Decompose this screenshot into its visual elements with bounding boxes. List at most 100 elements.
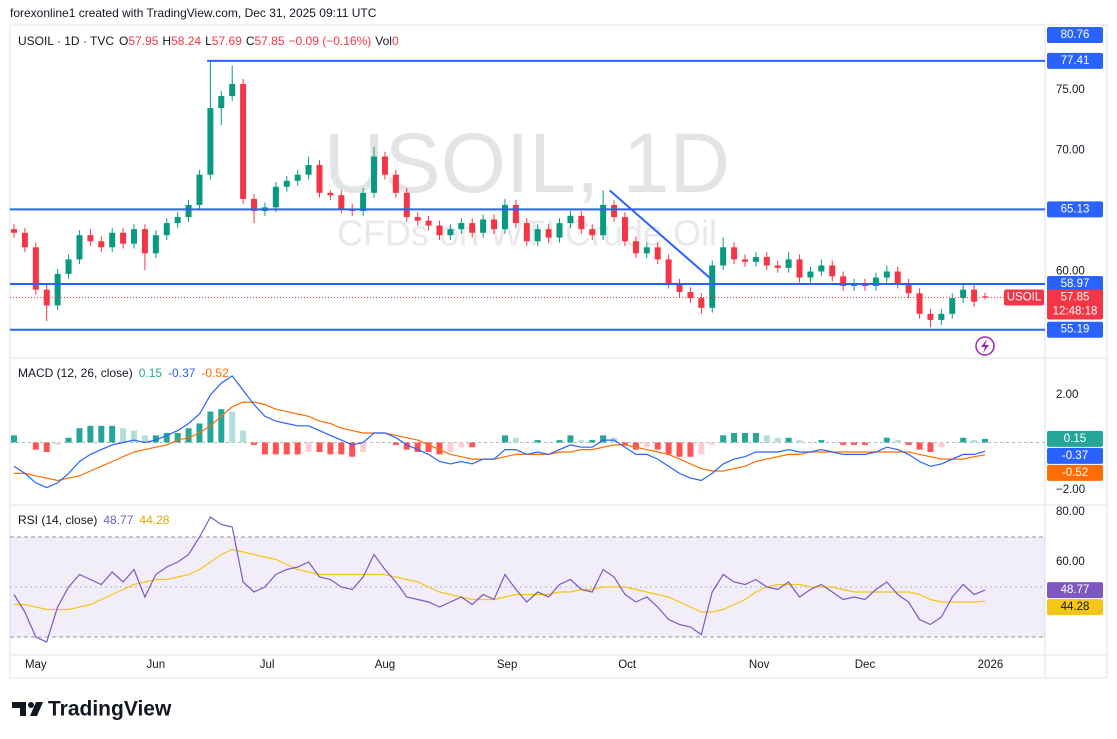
histogram-bar <box>731 432 738 443</box>
change-label: −0.09 (−0.16%) <box>289 34 372 48</box>
replay-icon[interactable] <box>975 336 995 356</box>
histogram-bar <box>240 430 247 443</box>
histogram-bar <box>632 442 639 450</box>
y-tick-label: 60.00 <box>1056 556 1085 568</box>
histogram-bar <box>774 437 781 443</box>
histogram-bar <box>927 442 934 452</box>
rsi-band <box>10 537 1045 637</box>
x-tick-label: May <box>25 659 47 671</box>
histogram-bar <box>414 442 421 452</box>
candle-body <box>785 259 792 268</box>
candle-body <box>392 174 399 193</box>
y-tick-label: 75.00 <box>1056 84 1085 96</box>
level-label: 58.97 <box>1061 278 1090 290</box>
histogram-bar <box>272 442 279 455</box>
histogram-bar <box>785 437 792 443</box>
countdown: 12:48:18 <box>1053 306 1098 318</box>
rsi-tag: 48.77 <box>1061 584 1090 596</box>
macd-tag-bg <box>1047 447 1103 464</box>
brand-name: TradingView <box>48 698 172 721</box>
histogram-bar <box>76 428 83 443</box>
candle-body <box>774 265 781 268</box>
candle-body <box>76 235 83 260</box>
candle-body <box>338 195 345 209</box>
histogram-bar <box>54 442 61 445</box>
histogram-bar <box>447 442 454 452</box>
candle-body <box>600 204 607 236</box>
logo-shape <box>12 702 26 716</box>
rsi-tag-bg <box>1047 582 1103 599</box>
signal-tag: -0.52 <box>1062 467 1088 479</box>
rsi-ma-value: 44.28 <box>139 513 169 527</box>
level-label: 77.41 <box>1061 55 1090 67</box>
level-label-bg <box>1047 201 1103 218</box>
histogram-bar <box>720 435 727 443</box>
histogram-value: 0.15 <box>139 366 163 380</box>
candle-body <box>174 217 181 224</box>
histogram-bar <box>709 442 716 445</box>
histogram-bar <box>676 442 683 457</box>
attribution: forexonline1 created with TradingView.co… <box>10 6 377 20</box>
candle-body <box>534 229 541 242</box>
ohlc-value: 57.95 <box>128 34 158 48</box>
histogram-bar <box>578 440 585 443</box>
candle-body <box>621 217 628 242</box>
candle-body <box>305 165 312 175</box>
x-tick-label: Jun <box>147 659 166 671</box>
candle-body <box>425 220 432 226</box>
histogram-bar <box>894 440 901 443</box>
candle-body <box>611 204 618 218</box>
candle-body <box>294 174 301 181</box>
histogram-bar <box>905 442 912 445</box>
candle-body <box>501 204 508 230</box>
level-label-bg <box>1047 321 1103 338</box>
histogram-bar <box>98 425 105 443</box>
histogram-bar <box>338 442 345 455</box>
candle-body <box>11 229 17 233</box>
histogram-bar <box>643 442 650 448</box>
candle-body <box>916 293 923 314</box>
histogram-bar <box>305 442 312 452</box>
y-tick-label: 80.00 <box>1056 506 1085 518</box>
histogram-bar <box>152 435 159 443</box>
x-tick-label: Oct <box>618 659 637 671</box>
histogram-bar <box>218 409 225 443</box>
histogram-bar <box>665 442 672 455</box>
x-tick-label: 2026 <box>978 659 1004 671</box>
candle-body <box>21 232 28 248</box>
volume-label: Vol <box>375 34 392 48</box>
level-label: 55.19 <box>1061 324 1090 336</box>
trend-line <box>609 189 713 281</box>
candle-body <box>163 223 170 236</box>
ohlc-label: H <box>162 34 171 48</box>
rsi-value: 48.77 <box>103 513 133 527</box>
macd-line <box>13 375 986 489</box>
candle-body <box>905 283 912 294</box>
candle-body <box>32 247 39 290</box>
y-tick-label: −2.00 <box>1056 484 1085 496</box>
candle-body <box>185 204 192 218</box>
histogram-bar <box>11 435 17 443</box>
histogram-bar <box>960 437 967 443</box>
rsi-ma-tag: 44.28 <box>1061 601 1090 613</box>
histogram-bar <box>43 442 50 452</box>
macd-legend: MACD (12, 26, close) 0.15 -0.37 -0.52 <box>18 366 229 380</box>
candle-body <box>87 235 94 242</box>
ohlc-value: 57.85 <box>255 34 285 48</box>
candle-body <box>152 235 159 254</box>
histogram-bar <box>32 442 39 450</box>
symbol-legend: USOIL · 1D · TVC O57.95 H58.24 L57.69 C57.85… <box>18 34 399 48</box>
candle-body <box>207 108 214 175</box>
candle-body <box>960 289 967 299</box>
brand-logo: TradingView <box>12 698 172 721</box>
candle-body <box>98 241 105 248</box>
candle-body <box>709 265 716 308</box>
top-level-label-bg <box>1047 27 1103 43</box>
watermark: USOIL, 1D <box>324 116 730 210</box>
candle-body <box>949 298 956 314</box>
histogram-bar <box>120 428 127 443</box>
histogram-bar <box>752 432 759 443</box>
candle-body <box>632 241 639 254</box>
level-label-bg <box>1047 275 1103 292</box>
